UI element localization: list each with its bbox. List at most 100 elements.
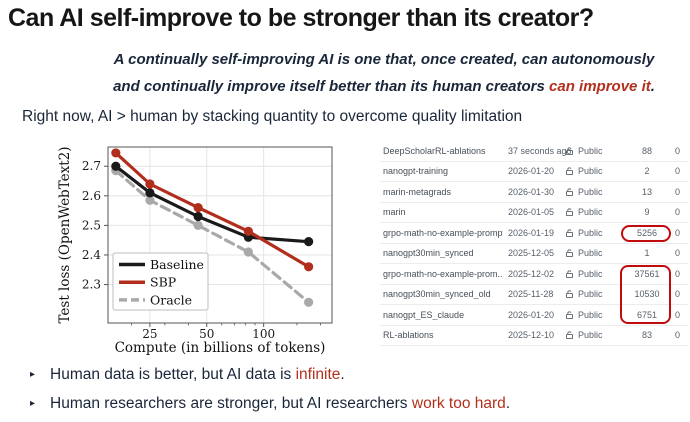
repo-updated: 2026-01-20	[508, 166, 555, 177]
repo-name[interactable]: marin-metagrads	[383, 186, 452, 197]
text-part: and continually improve itself better th…	[113, 78, 550, 95]
repo-row[interactable]: grpo-math-no-example-prompt 2026-01-19 Pub…	[380, 223, 688, 244]
repo-updated: 2026-01-20	[508, 309, 555, 320]
bullet-triangle-icon: ▸	[30, 398, 36, 409]
svg-text:Oracle: Oracle	[150, 292, 192, 307]
repo-extra: 0	[674, 207, 680, 218]
repo-visibility: Public	[578, 186, 603, 197]
repo-count: 6751	[636, 309, 658, 320]
repo-table: DeepScholarRL-ablations 37 seconds ago Pub…	[380, 141, 688, 346]
repo-row[interactable]: marin-metagrads 2026-01-30 Public 13 0	[380, 182, 688, 203]
repo-count: 13	[641, 186, 652, 197]
repo-name[interactable]: nanogpt30min_synced_old	[383, 289, 491, 300]
text-part: can improve it	[549, 78, 651, 95]
repo-count: 10530	[634, 289, 660, 300]
repo-visibility: Public	[578, 309, 603, 320]
repo-row[interactable]: nanogpt-training 2026-01-20 Public 2 0	[380, 162, 688, 182]
svg-text:2.3: 2.3	[82, 278, 101, 292]
repo-extra: 0	[674, 289, 680, 300]
repo-name[interactable]: grpo-math-no-example-prom...	[383, 268, 503, 279]
repo-visibility: Public	[578, 166, 603, 177]
takeaway-item: ▸ Human researchers are stronger, but AI …	[30, 395, 510, 413]
repo-updated: 2026-01-19	[508, 227, 555, 238]
takeaway-text: Human data is better, but AI data is inf…	[50, 366, 345, 384]
repo-count: 1	[644, 248, 650, 259]
repo-count: 2	[644, 166, 650, 177]
repo-visibility: Public	[578, 145, 603, 156]
repo-updated: 2026-01-30	[508, 186, 555, 197]
text-part: infinite	[295, 366, 341, 383]
svg-text:2.4: 2.4	[82, 248, 101, 262]
svg-text:2.5: 2.5	[82, 218, 101, 232]
svg-text:25: 25	[142, 327, 157, 341]
repo-updated: 2025-11-28	[508, 289, 554, 300]
repo-updated: 2025-12-05	[508, 248, 555, 259]
chart-container: 25 50 100 2.3 2.4 2.5 2.6 2.7 Compute (in billio…	[55, 138, 347, 356]
repo-extra: 0	[674, 227, 680, 238]
lock-open-icon	[565, 248, 574, 258]
repo-extra: 0	[674, 186, 680, 197]
lock-open-icon	[565, 166, 574, 176]
repo-name[interactable]: DeepScholarRL-ablations	[383, 145, 486, 156]
repo-extra: 0	[674, 330, 680, 341]
page-title: Can AI self-improve to be stronger than …	[8, 4, 594, 32]
section-heading: Right now, AI > human by stacking quanti…	[22, 108, 523, 125]
repo-visibility: Public	[578, 207, 603, 218]
repo-extra: 0	[674, 309, 680, 320]
repo-extra: 0	[674, 248, 680, 259]
repo-row[interactable]: grpo-math-no-example-prom... 2025-12-02 Pu…	[380, 264, 688, 285]
repo-row[interactable]: marin 2026-01-05 Public 9 0	[380, 203, 688, 223]
repo-name[interactable]: nanogpt_ES_claude	[383, 309, 465, 320]
repo-row[interactable]: nanogpt_ES_claude 2026-01-20 Public 6751 0	[380, 305, 688, 326]
repo-visibility: Public	[578, 268, 603, 279]
repo-visibility: Public	[578, 248, 603, 259]
text-part: work too hard	[411, 395, 506, 412]
text-part: Human data is better, but AI data is	[50, 366, 296, 383]
subtitle-line1: A continually self-improving AI is one t…	[113, 51, 655, 68]
repo-row[interactable]: DeepScholarRL-ablations 37 seconds ago Pub…	[380, 141, 688, 162]
repo-name[interactable]: nanogpt-training	[383, 166, 449, 177]
repo-updated: 2025-12-10	[508, 330, 555, 341]
repo-row[interactable]: nanogpt30min_synced 2025-12-05 Public 1 0	[380, 244, 688, 264]
svg-text:50: 50	[199, 327, 214, 341]
lock-open-icon	[565, 330, 574, 340]
subtitle: A continually self-improving AI is one t…	[78, 46, 690, 100]
repo-name[interactable]: marin	[383, 207, 406, 218]
repo-count: 88	[641, 145, 652, 156]
svg-text:Baseline: Baseline	[150, 257, 204, 272]
lock-open-icon	[565, 289, 574, 299]
repo-row[interactable]: nanogpt30min_synced_old 2025-11-28 Public 1…	[380, 285, 688, 305]
repo-extra: 0	[674, 166, 680, 177]
repo-updated: 2025-12-02	[508, 268, 555, 279]
text-part: Human researchers are stronger, but AI r…	[50, 395, 412, 412]
repo-name[interactable]: RL-ablations	[383, 330, 434, 341]
svg-text:100: 100	[252, 327, 275, 341]
svg-text:2.7: 2.7	[82, 159, 101, 173]
repo-name[interactable]: nanogpt30min_synced	[383, 248, 474, 259]
takeaway-list: ▸ Human data is better, but AI data is in…	[30, 366, 510, 422]
bullet-triangle-icon: ▸	[30, 369, 36, 380]
repo-count: 5256	[636, 227, 658, 238]
subtitle-line2: and continually improve itself better th…	[78, 73, 690, 100]
loss-chart: 25 50 100 2.3 2.4 2.5 2.6 2.7 Compute (in billio…	[57, 146, 333, 356]
lock-open-icon	[565, 228, 574, 238]
repo-count: 83	[641, 330, 652, 341]
lock-open-icon	[565, 310, 574, 320]
svg-text:Compute (in billions of tokens: Compute (in billions of tokens)	[115, 340, 326, 356]
repo-count: 37561	[634, 268, 660, 279]
svg-text:2.6: 2.6	[82, 189, 101, 203]
repo-extra: 0	[674, 145, 680, 156]
takeaway-text: Human researchers are stronger, but AI r…	[50, 395, 510, 413]
repo-visibility: Public	[578, 289, 603, 300]
repo-row[interactable]: RL-ablations 2025-12-10 Public 83 0	[380, 326, 688, 346]
lock-open-icon	[565, 146, 574, 156]
repo-updated: 2026-01-05	[508, 207, 555, 218]
repo-visibility: Public	[578, 227, 603, 238]
lock-open-icon	[565, 269, 574, 279]
lock-open-icon	[565, 187, 574, 197]
svg-text:SBP: SBP	[150, 275, 176, 290]
takeaway-item: ▸ Human data is better, but AI data is in…	[30, 366, 510, 384]
repo-name[interactable]: grpo-math-no-example-prompt	[383, 227, 503, 238]
text-part: .	[650, 78, 655, 95]
